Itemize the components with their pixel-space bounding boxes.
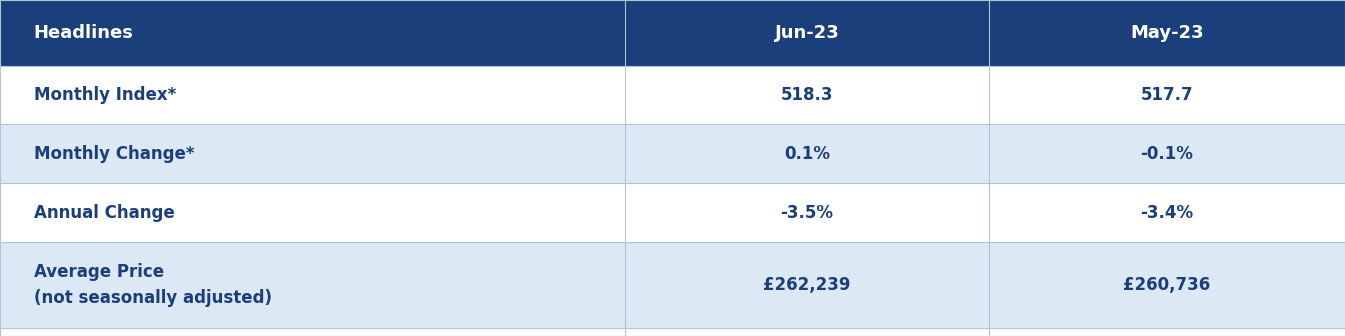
Text: May-23: May-23 — [1130, 24, 1204, 42]
Text: Headlines: Headlines — [34, 24, 133, 42]
Text: -3.4%: -3.4% — [1141, 204, 1193, 221]
Text: 518.3: 518.3 — [780, 86, 834, 104]
Text: -3.5%: -3.5% — [780, 204, 834, 221]
Text: Average Price
(not seasonally adjusted): Average Price (not seasonally adjusted) — [34, 262, 272, 307]
FancyBboxPatch shape — [0, 242, 1345, 328]
FancyBboxPatch shape — [0, 66, 1345, 124]
Text: 0.1%: 0.1% — [784, 145, 830, 163]
Text: £262,239: £262,239 — [763, 276, 851, 294]
Text: Monthly Change*: Monthly Change* — [34, 145, 194, 163]
FancyBboxPatch shape — [0, 183, 1345, 242]
FancyBboxPatch shape — [0, 0, 1345, 66]
Text: -0.1%: -0.1% — [1141, 145, 1193, 163]
Text: Jun-23: Jun-23 — [775, 24, 839, 42]
Text: Monthly Index*: Monthly Index* — [34, 86, 176, 104]
FancyBboxPatch shape — [0, 124, 1345, 183]
Text: £260,736: £260,736 — [1123, 276, 1211, 294]
Text: Annual Change: Annual Change — [34, 204, 175, 221]
Text: 517.7: 517.7 — [1141, 86, 1193, 104]
